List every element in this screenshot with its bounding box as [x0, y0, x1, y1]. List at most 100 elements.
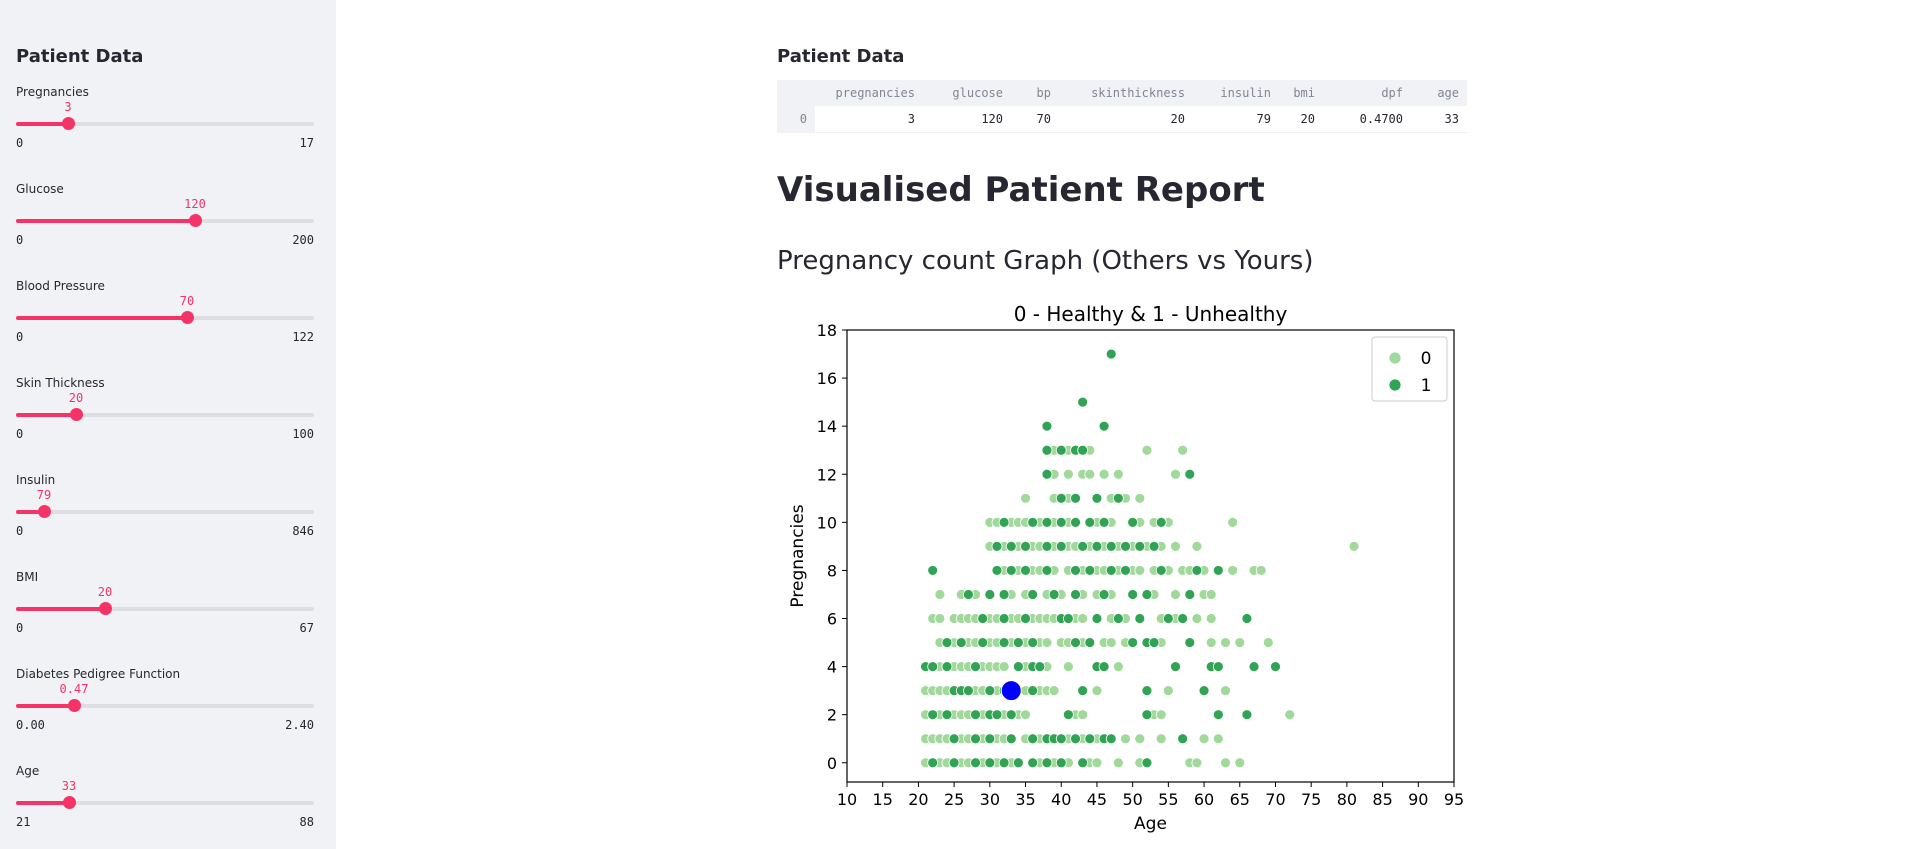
table-header-age[interactable]: age [1411, 80, 1467, 106]
data-point-series-1 [927, 565, 939, 576]
data-point-series-1 [941, 709, 953, 721]
slider-thumb[interactable] [62, 117, 75, 130]
slider-diabetes-pedigree-function[interactable]: Diabetes Pedigree Function 0.47 0.00 2.40 [16, 667, 314, 747]
data-point-series-1 [1005, 733, 1017, 745]
slider-thumb[interactable] [63, 796, 76, 809]
x-tick-label: 75 [1301, 790, 1321, 809]
slider-thumb[interactable] [70, 408, 83, 421]
data-point-series-0 [1062, 661, 1074, 672]
slider-min: 0 [16, 136, 24, 150]
data-point-series-0 [1062, 468, 1074, 480]
legend-marker-0 [1388, 351, 1402, 365]
slider-label: Glucose [16, 182, 64, 196]
table-header-glucose[interactable]: glucose [923, 80, 1011, 106]
slider-track[interactable]: 79 [16, 488, 314, 518]
data-point-series-0 [1077, 709, 1089, 721]
data-point-series-1 [1041, 540, 1053, 552]
slider-bmi[interactable]: BMI 20 0 67 [16, 570, 314, 650]
x-tick-label: 35 [1015, 790, 1035, 809]
slider-glucose[interactable]: Glucose 120 0 200 [16, 182, 314, 262]
data-point-series-1 [970, 661, 981, 672]
x-tick-label: 45 [1087, 790, 1107, 809]
table-cell-skinthickness: 20 [1059, 106, 1193, 133]
slider-min: 0 [16, 427, 24, 441]
data-point-series-0 [1212, 733, 1224, 745]
slider-track[interactable]: 3 [16, 100, 314, 130]
data-point-series-0 [1098, 468, 1110, 480]
slider-max: 122 [292, 330, 314, 344]
slider-value: 20 [97, 585, 113, 599]
slider-track[interactable]: 20 [16, 391, 314, 421]
data-point-series-1 [1070, 516, 1081, 528]
slider-max: 2.40 [285, 718, 314, 732]
slider-track[interactable]: 0.47 [16, 682, 314, 712]
slider-thumb[interactable] [181, 311, 194, 324]
slider-value: 33 [61, 779, 77, 793]
data-point-series-0 [934, 613, 946, 624]
slider-pregnancies[interactable]: Pregnancies 3 0 17 [16, 85, 314, 165]
data-point-series-0 [1077, 613, 1089, 624]
data-point-series-0 [1170, 589, 1181, 600]
data-point-series-1 [998, 516, 1010, 528]
data-point-series-0 [1220, 757, 1231, 769]
slider-track[interactable]: 120 [16, 197, 314, 227]
slider-thumb[interactable] [189, 214, 202, 227]
data-point-series-0 [1170, 468, 1181, 480]
data-point-series-1 [1084, 733, 1096, 745]
data-point-series-1 [1191, 565, 1203, 576]
slider-track[interactable]: 70 [16, 294, 314, 324]
data-point-series-1 [970, 709, 981, 721]
slider-insulin[interactable]: Insulin 79 0 846 [16, 473, 314, 553]
data-point-series-1 [927, 709, 939, 721]
plot-frame [846, 329, 1455, 783]
table-header-bmi[interactable]: bmi [1279, 80, 1323, 106]
slider-thumb[interactable] [99, 602, 112, 615]
data-point-series-1 [1041, 420, 1053, 432]
patient-data-table: pregnancies glucose bp skinthickness insulin… [777, 80, 1467, 133]
y-tick-label: 14 [817, 417, 837, 436]
table-header-dpf[interactable]: dpf [1323, 80, 1411, 106]
y-tick-label: 18 [817, 321, 837, 340]
data-point-series-0 [1191, 613, 1203, 624]
table-header-insulin[interactable]: insulin [1193, 80, 1279, 106]
table-header-skinthickness[interactable]: skinthickness [1059, 80, 1193, 106]
x-tick-label: 80 [1337, 790, 1357, 809]
slider-label: Age [16, 764, 40, 778]
data-point-series-1 [1098, 420, 1110, 432]
data-point-series-1 [998, 613, 1010, 624]
data-point-series-1 [1112, 492, 1124, 504]
slider-track[interactable]: 20 [16, 585, 314, 615]
data-point-series-1 [1077, 540, 1089, 552]
data-point-series-0 [1105, 637, 1117, 648]
data-point-series-0 [998, 661, 1010, 672]
data-point-series-1 [1041, 468, 1053, 480]
data-point-series-1 [1027, 589, 1039, 600]
data-point-series-0 [1134, 565, 1146, 576]
data-point-series-1 [1077, 757, 1089, 769]
slider-track[interactable]: 33 [16, 779, 314, 809]
data-point-series-1 [1098, 589, 1110, 600]
table-header-pregnancies[interactable]: pregnancies [815, 80, 923, 106]
data-point-series-1 [1020, 540, 1031, 552]
data-point-series-0 [1205, 589, 1217, 600]
slider-thumb[interactable] [38, 505, 51, 518]
table-header-bp[interactable]: bp [1011, 80, 1059, 106]
x-tick-label: 95 [1444, 790, 1464, 809]
data-point-series-1 [970, 757, 981, 769]
data-point-series-0 [1084, 468, 1096, 480]
table-header-index[interactable] [777, 80, 815, 106]
legend-label-0: 0 [1421, 349, 1432, 369]
slider-thumb[interactable] [68, 699, 81, 712]
data-point-series-1 [1005, 540, 1017, 552]
data-point-series-0 [1177, 444, 1189, 456]
slider-blood-pressure[interactable]: Blood Pressure 70 0 122 [16, 279, 314, 359]
slider-skin-thickness[interactable]: Skin Thickness 20 0 100 [16, 376, 314, 456]
data-point-series-1 [1070, 733, 1081, 745]
data-point-series-1 [998, 589, 1010, 600]
data-point-series-1 [1070, 637, 1081, 648]
data-point-series-1 [1141, 589, 1153, 600]
data-point-series-1 [1084, 516, 1096, 528]
data-point-series-1 [927, 661, 939, 672]
data-point-series-0 [1120, 733, 1131, 745]
slider-age[interactable]: Age 33 21 88 [16, 764, 314, 844]
